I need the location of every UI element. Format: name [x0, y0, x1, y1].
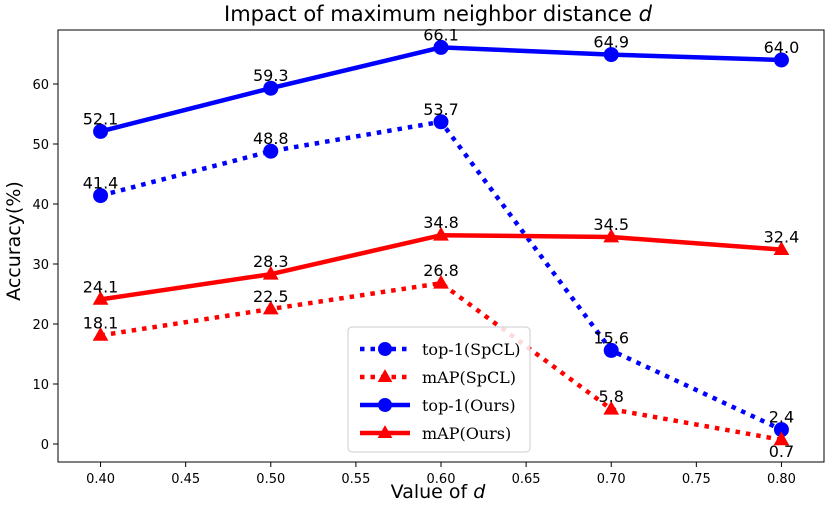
data-point-marker	[603, 400, 620, 415]
data-label: 24.1	[83, 277, 119, 296]
data-point-marker	[773, 52, 789, 68]
legend-item: top-1(SpCL)	[360, 340, 520, 359]
legend-label: mAP(SpCL)	[422, 368, 516, 387]
data-label: 64.9	[593, 33, 629, 52]
legend-label: top-1(Ours)	[422, 396, 516, 415]
data-label: 64.0	[764, 38, 800, 57]
y-tick-label: 30	[32, 258, 49, 273]
chart-title-variable: d	[639, 2, 653, 26]
plot-area: 0.40 0.45 0.50 0.55 0.60 0.65 0.70 0.75 0.80 0 10 2…	[32, 25, 825, 487]
data-label: 53.7	[423, 100, 459, 119]
legend-label: top-1(SpCL)	[422, 340, 520, 359]
data-point-marker	[262, 265, 279, 280]
data-point-marker	[603, 47, 619, 63]
data-point-marker	[433, 39, 449, 55]
data-point-marker	[433, 274, 449, 289]
x-tick-label: 0.45	[171, 472, 200, 487]
x-tick-label: 0.55	[341, 472, 370, 487]
y-tick-label: 50	[32, 138, 49, 153]
x-tick-label: 0.70	[597, 472, 626, 487]
x-tick-label: 0.75	[682, 472, 711, 487]
x-tick-label: 0.50	[256, 472, 285, 487]
data-label: 66.1	[423, 25, 459, 44]
x-axis-label: Value of d	[391, 481, 487, 503]
data-point-marker	[262, 300, 279, 315]
data-label: 48.8	[253, 129, 289, 148]
data-point-marker	[263, 143, 279, 159]
data-point-marker	[263, 80, 279, 96]
data-point-marker	[93, 123, 109, 139]
data-label: 52.1	[83, 109, 119, 128]
legend-label: mAP(Ours)	[422, 424, 511, 443]
data-point-marker	[773, 431, 790, 446]
data-label: 32.4	[764, 228, 800, 247]
legend-marker	[378, 398, 392, 412]
data-label: 22.5	[253, 287, 289, 306]
legend-marker	[377, 369, 393, 383]
y-tick-label: 20	[32, 318, 49, 333]
chart-title-text: Impact of maximum neighbor distance	[224, 2, 632, 26]
legend-item: mAP(SpCL)	[360, 368, 516, 387]
data-point-marker	[92, 291, 109, 305]
data-point-marker	[93, 188, 109, 204]
x-tick-label: 0.40	[86, 472, 115, 487]
series-top-1-spcl	[93, 114, 789, 438]
data-label: 0.7	[769, 442, 794, 461]
data-label: 59.3	[253, 66, 289, 85]
legend-marker	[378, 342, 392, 356]
legend-item: top-1(Ours)	[360, 396, 516, 415]
x-tick-label: 0.80	[767, 472, 796, 487]
x-axis-label-variable: d	[473, 481, 486, 503]
data-point-marker	[773, 241, 790, 255]
x-axis-label-text: Value of	[391, 481, 469, 503]
data-label: 34.5	[593, 215, 629, 234]
legend-item: mAP(Ours)	[360, 424, 511, 443]
data-label: 15.6	[593, 328, 629, 347]
data-point-marker	[92, 327, 109, 341]
y-tick-label: 0	[41, 438, 49, 453]
y-tick-label: 40	[32, 198, 49, 213]
data-point-marker	[603, 342, 619, 358]
legend-marker	[377, 425, 393, 439]
data-point-marker	[603, 228, 620, 243]
data-point-marker	[433, 114, 449, 130]
y-tick-label: 60	[32, 78, 49, 93]
data-label: 5.8	[598, 387, 623, 406]
series-map-spcl	[92, 274, 790, 446]
data-label: 18.1	[83, 313, 119, 332]
x-tick-label: 0.65	[512, 472, 541, 487]
x-tick-label: 0.60	[427, 472, 456, 487]
data-label: 41.4	[83, 174, 119, 193]
y-axis-label: Accuracy(%)	[3, 181, 25, 301]
data-point-marker	[433, 226, 449, 241]
legend-box	[347, 326, 531, 453]
series-top-1-ours	[93, 39, 789, 139]
legend: top-1(SpCL) mAP(SpCL) top-1(Ours) mAP(Ours)	[347, 326, 531, 453]
data-label: 28.3	[253, 252, 289, 271]
data-label: 34.8	[423, 213, 459, 232]
y-tick-label: 10	[32, 378, 49, 393]
series-map-ours	[92, 226, 790, 305]
chart-title: Impact of maximum neighbor distance d	[224, 2, 653, 26]
data-label: 2.4	[769, 408, 794, 427]
data-label: 26.8	[423, 261, 459, 280]
